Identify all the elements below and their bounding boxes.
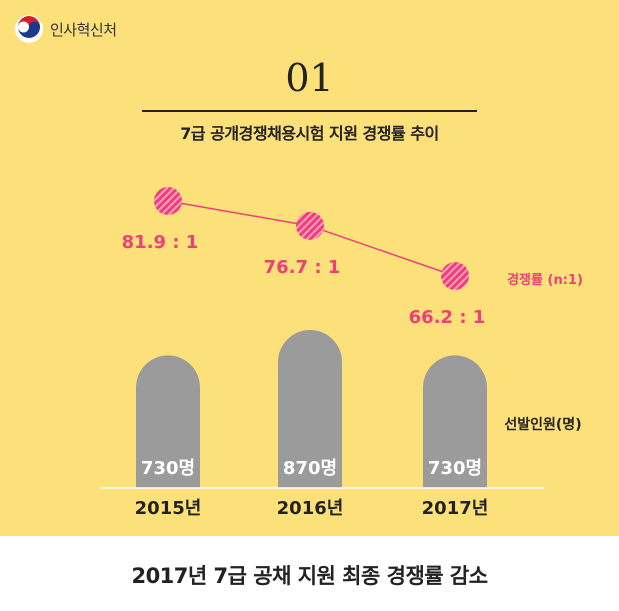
line-point — [441, 262, 469, 290]
bar-2015년 — [136, 355, 200, 488]
bar-label: 730명 — [141, 458, 195, 479]
line-point-label: 66.2 : 1 — [409, 307, 486, 328]
line-point — [154, 187, 182, 215]
bar-label: 870명 — [283, 458, 337, 479]
x-tick-label: 2016년 — [277, 498, 344, 519]
line-point-label: 76.7 : 1 — [264, 257, 341, 278]
bar-2016년 — [278, 330, 342, 488]
bar-label: 730명 — [428, 458, 482, 479]
line-point — [296, 211, 324, 240]
chart-subtitle: 7급 공개경쟁채용시험 지원 경쟁률 추이 — [180, 124, 439, 143]
x-tick-label: 2015년 — [135, 498, 202, 519]
x-tick-label: 2017년 — [422, 498, 489, 519]
title-divider — [142, 110, 477, 112]
legend-line: 경쟁률 (n:1) — [507, 272, 583, 288]
footer-caption: 2017년 7급 공채 지원 최종 경쟁률 감소 — [131, 564, 488, 588]
bar-2017년 — [423, 355, 487, 488]
chart-svg: 730명 870명 730명 2015년 2016년 2017년 81.9 : 1 76.… — [100, 187, 583, 519]
taegeuk-emblem-icon — [15, 15, 43, 43]
section-number: 01 — [285, 56, 334, 100]
logo-text: 인사혁신처 — [50, 20, 117, 39]
legend-bar: 선발인원(명) — [504, 416, 581, 433]
logo: 인사혁신처 — [14, 14, 117, 44]
line-point-label: 81.9 : 1 — [122, 232, 199, 253]
